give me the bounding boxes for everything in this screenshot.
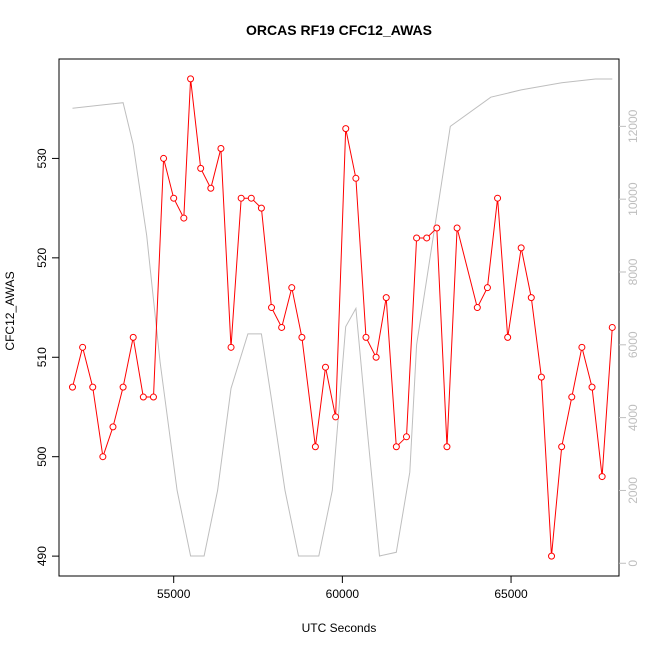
y2-tick-label: 10000 xyxy=(626,182,640,216)
x-tick-label: 60000 xyxy=(326,587,360,601)
y-tick-label: 500 xyxy=(35,446,49,466)
data-point xyxy=(237,194,245,202)
data-point xyxy=(160,154,168,162)
altitude-series-line xyxy=(72,78,613,557)
x-axis-label: UTC Seconds xyxy=(302,621,377,635)
data-point xyxy=(568,393,576,401)
data-point xyxy=(504,333,512,341)
y2-tick-label: 8000 xyxy=(626,258,640,285)
x-tick-label: 65000 xyxy=(494,587,528,601)
data-point xyxy=(99,453,107,461)
y2-tick-label: 6000 xyxy=(626,331,640,358)
data-point xyxy=(453,224,461,232)
data-point xyxy=(443,443,451,451)
cfc12-series-line xyxy=(72,78,613,557)
data-point xyxy=(362,333,370,341)
data-point xyxy=(322,363,330,371)
data-point xyxy=(332,413,340,421)
data-point xyxy=(392,443,400,451)
y-axis-right: 0 2000 4000 6000 8000 10000 12000 xyxy=(619,109,640,567)
data-point xyxy=(207,184,215,192)
data-point xyxy=(149,393,157,401)
data-point xyxy=(278,323,286,331)
data-point xyxy=(139,393,147,401)
data-point xyxy=(372,353,380,361)
chart-title: ORCAS RF19 CFC12_AWAS xyxy=(246,22,432,38)
data-point xyxy=(109,423,117,431)
y-tick-label: 530 xyxy=(35,148,49,168)
data-point xyxy=(89,383,97,391)
data-point xyxy=(342,125,350,133)
data-point xyxy=(227,343,235,351)
y2-tick-label: 2000 xyxy=(626,477,640,504)
data-point xyxy=(608,323,616,331)
data-point xyxy=(187,75,195,83)
y2-tick-label: 0 xyxy=(626,560,640,567)
data-point xyxy=(598,473,606,481)
data-point xyxy=(217,144,225,152)
data-point xyxy=(352,174,360,182)
data-point xyxy=(473,304,481,312)
data-point xyxy=(79,343,87,351)
data-point xyxy=(413,234,421,242)
y-tick-label: 490 xyxy=(35,546,49,566)
data-point xyxy=(494,194,502,202)
data-point xyxy=(517,244,525,252)
data-point xyxy=(433,224,441,232)
data-point xyxy=(548,552,556,560)
plot-frame xyxy=(58,58,620,577)
series-layer xyxy=(68,75,616,560)
data-point xyxy=(247,194,255,202)
data-point xyxy=(119,383,127,391)
data-point xyxy=(268,304,276,312)
data-point xyxy=(558,443,566,451)
data-point xyxy=(588,383,596,391)
data-point xyxy=(578,343,586,351)
y-tick-label: 520 xyxy=(35,248,49,268)
y-tick-label: 510 xyxy=(35,347,49,367)
data-point xyxy=(288,284,296,292)
x-tick-label: 55000 xyxy=(157,587,191,601)
data-point xyxy=(311,443,319,451)
data-point xyxy=(298,333,306,341)
data-point xyxy=(257,204,265,212)
data-point xyxy=(483,284,491,292)
data-point xyxy=(402,433,410,441)
data-point xyxy=(197,164,205,172)
data-point xyxy=(423,234,431,242)
data-point xyxy=(537,373,545,381)
data-point xyxy=(170,194,178,202)
data-point xyxy=(129,333,137,341)
x-axis: 55000 60000 65000 xyxy=(157,576,528,601)
y-axis-left: 490 500 510 520 530 xyxy=(35,148,59,566)
data-point xyxy=(382,294,390,302)
y-axis-label: CFC12_AWAS xyxy=(3,271,17,350)
data-point xyxy=(527,294,535,302)
y2-tick-label: 4000 xyxy=(626,404,640,431)
y2-tick-label: 12000 xyxy=(626,109,640,143)
data-point xyxy=(180,214,188,222)
data-point xyxy=(68,383,76,391)
